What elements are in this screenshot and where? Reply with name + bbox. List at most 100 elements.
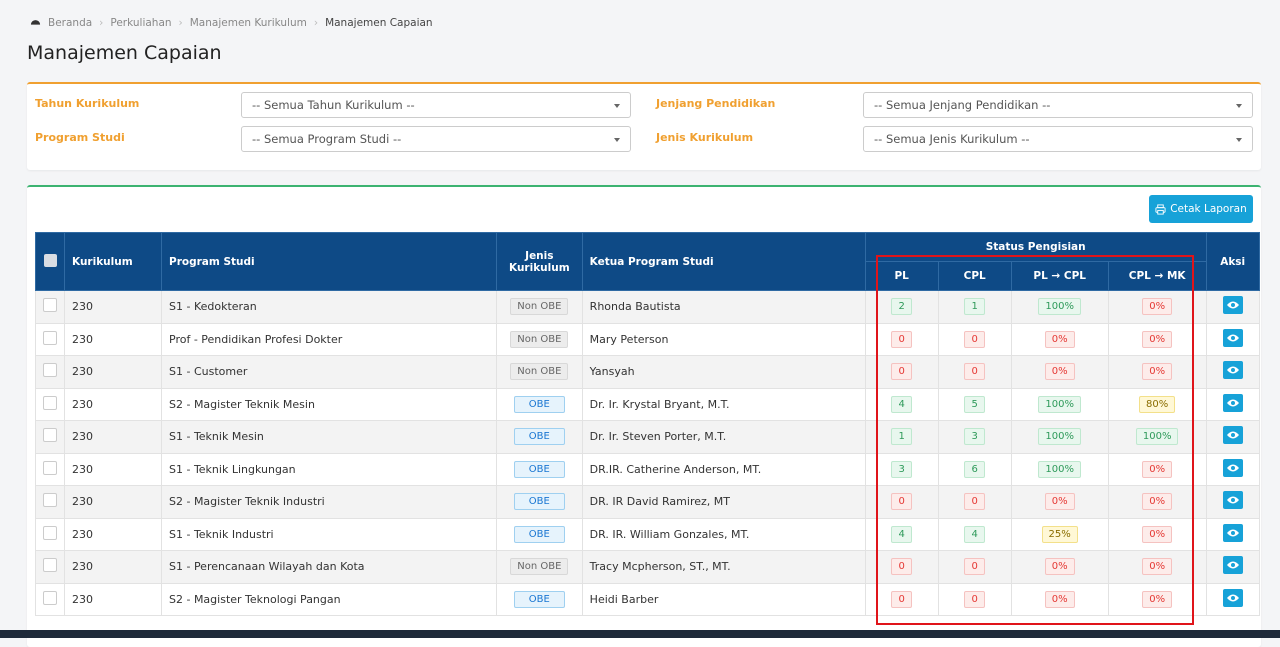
- status-badge: 0%: [1044, 558, 1075, 576]
- checkbox[interactable]: [43, 395, 57, 410]
- cell: 230: [64, 355, 162, 389]
- status-badge: 25%: [1041, 525, 1078, 543]
- view-button[interactable]: [1222, 491, 1243, 510]
- status-cell: 0%: [1010, 485, 1109, 519]
- action-cell: [1205, 420, 1260, 454]
- breadcrumb-item[interactable]: Manajemen Kurikulum: [189, 16, 307, 29]
- checkbox[interactable]: [43, 590, 57, 605]
- home-icon: [30, 16, 41, 29]
- jenis-cell: OBE: [496, 452, 583, 486]
- cell: Heidi Barber: [581, 582, 866, 616]
- action-cell: [1205, 290, 1260, 324]
- action-cell: [1205, 322, 1260, 356]
- table-row: 230 S1 - Teknik Mesin OBE Dr. Ir. Steven Po…: [35, 420, 1260, 454]
- header-cell: CPL → MK: [1107, 261, 1207, 291]
- cell: Dr. Ir. Krystal Bryant, M.T.: [581, 387, 866, 421]
- filter-select[interactable]: -- Semua Jenis Kurikulum --: [863, 126, 1253, 152]
- highlight-box: [876, 255, 1194, 625]
- view-button[interactable]: [1222, 393, 1243, 412]
- status-badge: 0%: [1142, 363, 1173, 381]
- view-button[interactable]: [1222, 458, 1243, 477]
- checkbox[interactable]: [43, 558, 57, 573]
- checkbox-cell: [35, 582, 65, 616]
- breadcrumb-item[interactable]: Beranda: [48, 16, 93, 29]
- status-badge: 0%: [1142, 330, 1173, 348]
- status-cell: 0%: [1107, 582, 1207, 616]
- table-row: 230 S1 - Customer Non OBE Yansyah 0 0 0% 0%: [35, 355, 1260, 389]
- view-button[interactable]: [1222, 361, 1243, 380]
- status-badge: 0: [964, 330, 985, 348]
- cell: S2 - Magister Teknik Mesin: [161, 387, 497, 421]
- status-badge: 0: [891, 558, 912, 576]
- filter-select[interactable]: -- Semua Program Studi --: [241, 126, 631, 152]
- cell: S1 - Teknik Lingkungan: [161, 452, 497, 486]
- jenis-badge: OBE: [513, 590, 565, 608]
- checkbox-cell: [35, 290, 65, 324]
- view-button[interactable]: [1222, 328, 1243, 347]
- cell: S2 - Magister Teknik Industri: [161, 485, 497, 519]
- view-button[interactable]: [1222, 556, 1243, 575]
- cell: DR.IR. Catherine Anderson, MT.: [581, 452, 866, 486]
- status-cell: 100%: [1010, 387, 1109, 421]
- status-badge: 1: [891, 428, 912, 446]
- cell: 230: [64, 550, 162, 584]
- checkbox-cell: [35, 517, 65, 551]
- checkbox-cell: [35, 485, 65, 519]
- checkbox[interactable]: [43, 493, 57, 508]
- checkbox-cell: [35, 355, 65, 389]
- cell: Dr. Ir. Steven Porter, M.T.: [581, 420, 866, 454]
- status-badge: 0%: [1142, 493, 1173, 511]
- view-button[interactable]: [1222, 588, 1243, 607]
- action-cell: [1205, 582, 1260, 616]
- status-badge: 0%: [1142, 525, 1173, 543]
- status-badge: 100%: [1038, 428, 1081, 446]
- view-button[interactable]: [1222, 426, 1243, 445]
- cell: Rhonda Bautista: [581, 290, 866, 324]
- jenis-badge: OBE: [513, 493, 565, 511]
- status-badge: 0%: [1044, 363, 1075, 381]
- status-badge: 0%: [1142, 298, 1173, 316]
- header-cell: PL → CPL: [1010, 261, 1109, 291]
- checkbox[interactable]: [43, 460, 57, 475]
- jenis-cell: OBE: [496, 387, 583, 421]
- status-badge: 0%: [1142, 558, 1173, 576]
- checkbox[interactable]: [43, 525, 57, 540]
- status-cell: 0%: [1107, 290, 1207, 324]
- status-badge: 4: [891, 525, 912, 543]
- checkbox[interactable]: [43, 330, 57, 345]
- filter-label: Jenjang Pendidikan: [656, 97, 776, 110]
- jenis-cell: Non OBE: [496, 550, 583, 584]
- status-cell: 0%: [1107, 452, 1207, 486]
- checkbox[interactable]: [43, 298, 57, 313]
- filter-select[interactable]: -- Semua Tahun Kurikulum --: [241, 92, 631, 118]
- checkbox[interactable]: [43, 253, 57, 267]
- jenis-cell: Non OBE: [496, 355, 583, 389]
- checkbox[interactable]: [43, 428, 57, 443]
- action-cell: [1205, 387, 1260, 421]
- action-cell: [1205, 517, 1260, 551]
- filter-label: Tahun Kurikulum: [35, 97, 140, 110]
- status-cell: 0: [937, 550, 1012, 584]
- view-button[interactable]: [1222, 296, 1243, 315]
- cell: Mary Peterson: [581, 322, 866, 356]
- status-cell: 80%: [1107, 387, 1207, 421]
- jenis-badge: Non OBE: [510, 330, 569, 348]
- filter-select[interactable]: -- Semua Jenjang Pendidikan --: [863, 92, 1253, 118]
- action-cell: [1205, 452, 1260, 486]
- taskbar: [0, 630, 1280, 638]
- status-cell: 0%: [1010, 355, 1109, 389]
- breadcrumb-item[interactable]: Perkuliahan: [110, 16, 172, 29]
- jenis-cell: Non OBE: [496, 322, 583, 356]
- status-cell: 0: [937, 355, 1012, 389]
- cell: 230: [64, 322, 162, 356]
- print-button[interactable]: Cetak Laporan: [1149, 195, 1253, 223]
- header-cell: Jenis Kurikulum: [496, 232, 583, 291]
- checkbox[interactable]: [43, 363, 57, 378]
- status-badge: 0%: [1142, 460, 1173, 478]
- cell: 230: [64, 582, 162, 616]
- header-cell: CPL: [937, 261, 1012, 291]
- breadcrumb-item: Manajemen Capaian: [325, 16, 433, 29]
- view-button[interactable]: [1222, 523, 1243, 542]
- table-body: 230 S1 - Kedokteran Non OBE Rhonda Bautista…: [35, 290, 1260, 616]
- jenis-badge: Non OBE: [510, 363, 569, 381]
